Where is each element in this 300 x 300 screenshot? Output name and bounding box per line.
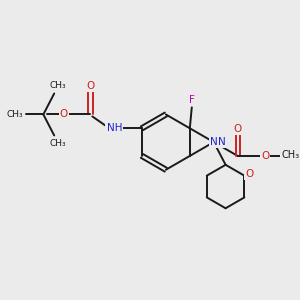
Text: CH₃: CH₃ (50, 139, 67, 148)
Text: CH₃: CH₃ (6, 110, 23, 119)
Text: O: O (60, 110, 68, 119)
Text: F: F (189, 95, 195, 105)
Text: O: O (245, 169, 254, 179)
Text: CH₃: CH₃ (281, 150, 299, 160)
Text: N: N (218, 137, 226, 147)
Text: CH₃: CH₃ (50, 81, 67, 90)
Text: O: O (261, 151, 269, 161)
Text: O: O (86, 81, 94, 91)
Text: NH: NH (106, 123, 122, 133)
Text: N: N (210, 137, 218, 147)
Text: O: O (234, 124, 242, 134)
